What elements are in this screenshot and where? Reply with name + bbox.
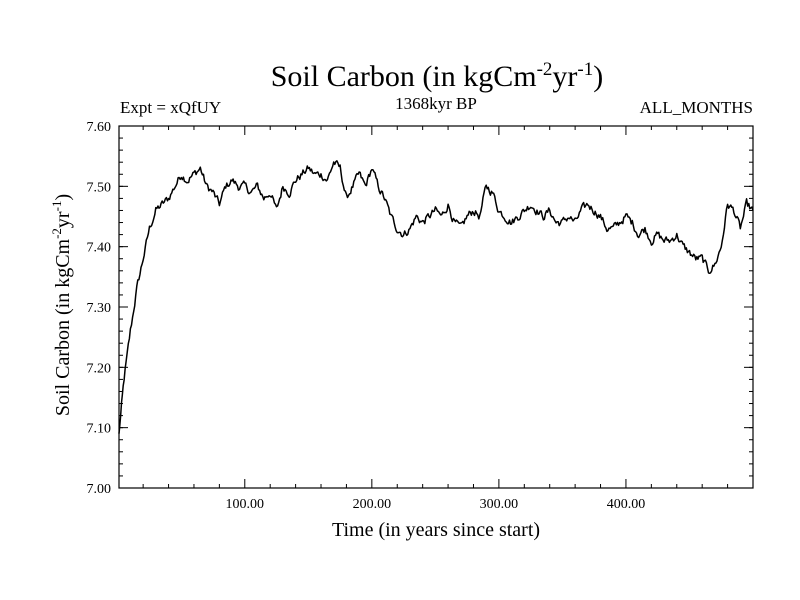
x-tick-label: 300.00 xyxy=(480,497,519,512)
y-tick-label: 7.40 xyxy=(87,241,112,256)
chart-title-sup2: -1 xyxy=(577,59,593,80)
x-tick-label: 100.00 xyxy=(226,497,265,512)
chart-title: Soil Carbon (in kgCm-2yr-1) xyxy=(271,59,604,93)
chart-title-mid: yr xyxy=(552,60,577,93)
x-tick-label: 200.00 xyxy=(353,497,392,512)
y-tick-label: 7.50 xyxy=(87,180,112,195)
x-tick-label: 400.00 xyxy=(607,497,646,512)
y-tick-label: 7.30 xyxy=(87,301,112,316)
subtitle-period: 1368kyr BP xyxy=(395,94,477,113)
y-axis-label-sup2: -1 xyxy=(49,201,64,212)
y-axis-label-sup1: -2 xyxy=(49,228,64,239)
data-series xyxy=(118,160,754,434)
plot-frame xyxy=(118,125,754,489)
y-tick-label: 7.10 xyxy=(87,422,112,437)
y-axis-label-mid: yr xyxy=(52,211,74,228)
x-axis-label: Time (in years since start) xyxy=(332,519,540,541)
y-tick-label: 7.00 xyxy=(87,482,112,497)
axis-ticks: 7.00 7.10 7.20 7.30 7.40 7.50 7.60 100.00 200.00… xyxy=(87,120,753,512)
y-axis-label-end: ) xyxy=(52,194,74,201)
subtitle-experiment: Expt = xQfUY xyxy=(120,98,221,117)
chart-title-main: Soil Carbon (in kgCm xyxy=(271,60,537,93)
chart-title-sup1: -2 xyxy=(537,59,553,80)
y-tick-label: 7.60 xyxy=(87,120,112,135)
soil-carbon-line xyxy=(118,160,754,434)
y-axis-label-main: Soil Carbon (in kgCm xyxy=(52,238,74,416)
subtitle-months: ALL_MONTHS xyxy=(640,98,753,117)
y-axis-label: Soil Carbon (in kgCm-2yr-1) xyxy=(49,194,74,416)
chart-title-end: ) xyxy=(593,60,603,93)
y-tick-label: 7.20 xyxy=(87,361,112,376)
